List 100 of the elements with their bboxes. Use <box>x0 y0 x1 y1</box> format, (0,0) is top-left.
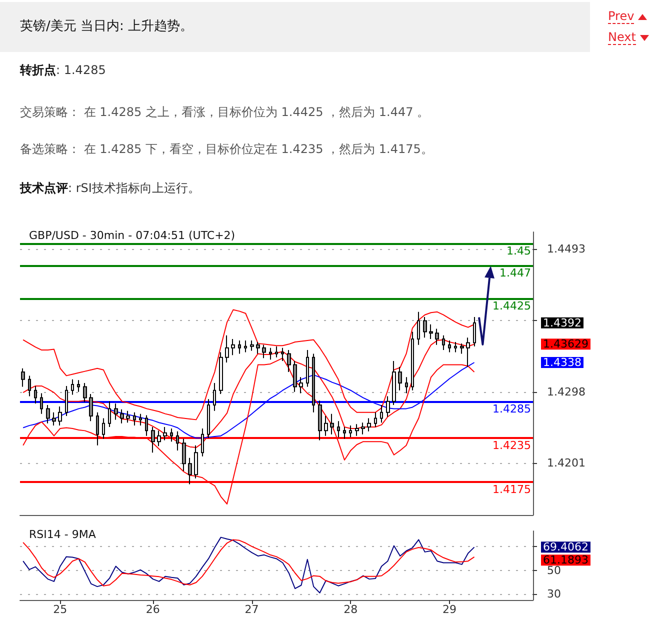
text: 1.4338 <box>543 356 582 370</box>
candlestick <box>405 376 408 394</box>
candlestick <box>170 428 173 442</box>
candlestick <box>380 404 383 424</box>
candlestick <box>435 328 439 346</box>
candlestick <box>182 438 186 472</box>
text: 交易策略： 在 1.4285 之上，看涨，目标价位为 1.4425 ，然后为 1.447 。 <box>20 104 430 121</box>
candlestick <box>287 350 291 373</box>
candlestick <box>423 316 427 338</box>
candlestick <box>256 341 260 354</box>
x-tick-label: 25 <box>53 603 68 616</box>
candlestick <box>157 430 161 447</box>
text: 69.4062 <box>543 540 588 554</box>
candlestick <box>46 404 50 424</box>
candlestick <box>34 385 37 404</box>
candlestick <box>250 340 254 352</box>
text: 技术点评: rSI技术指标向上运行。 <box>20 181 200 195</box>
candlestick <box>244 340 247 353</box>
candlestick <box>299 376 303 394</box>
candlestick <box>275 346 278 358</box>
x-tick-label: 28 <box>344 603 358 616</box>
candlestick <box>293 360 297 392</box>
candlestick <box>318 400 322 441</box>
candlestick <box>466 337 470 368</box>
ref-line-label: 1.45 <box>506 244 531 258</box>
candlestick <box>281 347 284 362</box>
text: Next <box>608 30 636 45</box>
candlestick <box>442 334 445 351</box>
candlestick <box>417 311 420 346</box>
candlestick <box>473 316 476 347</box>
candlestick <box>330 413 334 435</box>
candlestick <box>108 400 111 428</box>
candlestick <box>262 344 266 359</box>
candlestick <box>386 396 390 418</box>
ref-line-label: 1.4235 <box>492 439 531 452</box>
y-tick-label: 30 <box>547 588 561 601</box>
candlestick <box>429 324 433 340</box>
candlestick <box>96 412 99 446</box>
candlestick <box>120 408 124 424</box>
candlestick <box>139 413 142 426</box>
candlestick <box>133 412 136 426</box>
candlestick <box>392 360 396 406</box>
candlestick <box>83 382 87 403</box>
candlestick <box>201 428 204 457</box>
candlestick <box>163 426 167 441</box>
candlestick <box>225 334 229 364</box>
candlestick <box>207 398 210 439</box>
candlestick <box>52 412 56 426</box>
candlestick <box>71 378 74 396</box>
candlestick <box>176 430 179 451</box>
text: 1.43629 <box>543 338 588 351</box>
y-tick-label: 1.4298 <box>547 385 586 398</box>
ref-line-label: 1.447 <box>500 266 531 280</box>
candlestick <box>213 382 216 412</box>
candlestick <box>460 342 464 354</box>
candlestick <box>89 394 93 422</box>
candlestick <box>355 424 359 436</box>
candlestick <box>349 425 352 438</box>
line-series <box>22 309 475 420</box>
candlestick <box>219 352 223 395</box>
text: 1.4392 <box>543 316 582 330</box>
x-tick-label: 29 <box>442 603 457 616</box>
candlestick <box>448 340 451 353</box>
candlestick <box>65 385 68 417</box>
y-tick-label: 1.4493 <box>547 242 586 256</box>
candlestick <box>114 403 118 420</box>
candlestick <box>374 412 377 428</box>
ref-line-label: 1.4285 <box>492 402 531 416</box>
candlestick <box>77 380 80 392</box>
candlestick <box>269 347 272 360</box>
line-series <box>22 536 475 594</box>
candlestick <box>343 426 346 440</box>
candlestick <box>151 426 155 454</box>
x-tick-label: 27 <box>244 603 259 616</box>
x-tick-label: 26 <box>146 603 160 616</box>
candlestick <box>312 353 315 413</box>
candlestick <box>337 420 340 438</box>
text: Prev <box>608 9 634 24</box>
candlestick <box>40 392 43 414</box>
candlestick <box>28 375 31 397</box>
candlestick <box>102 418 105 440</box>
candlestick <box>411 331 414 391</box>
candlestick <box>454 341 457 353</box>
chart-title: RSI14 - 9MA <box>29 528 96 541</box>
candlestick <box>21 368 25 388</box>
candlestick <box>238 340 241 354</box>
candlestick <box>126 410 130 424</box>
y-tick-label: 1.4201 <box>547 456 586 470</box>
ref-line-label: 1.4175 <box>492 483 531 496</box>
candlestick <box>58 406 62 426</box>
candlestick <box>398 366 402 391</box>
candlestick <box>231 338 235 356</box>
candlestick <box>367 418 371 432</box>
text: 备选策略： 在 1.4285 下，看空，目标价位定在 1.4235 ，然后为 1.4175。 <box>20 141 433 158</box>
chart-subtitle: GBP/USD - 30min - 07:04:51 (UTC+2) <box>29 229 236 242</box>
candlestick <box>306 350 309 388</box>
candlestick <box>145 414 148 436</box>
line-series <box>22 539 475 586</box>
candlestick <box>188 457 192 485</box>
candlestick <box>324 416 328 436</box>
